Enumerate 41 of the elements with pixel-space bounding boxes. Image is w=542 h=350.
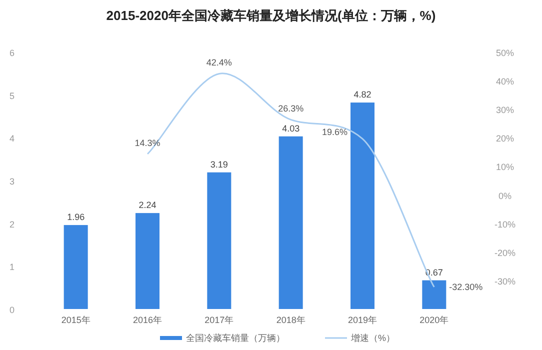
legend-label: 全国冷藏车销量（万辆） (186, 333, 285, 343)
data-label: 1.96 (67, 212, 85, 222)
bar (64, 225, 88, 309)
y2-tick-label: -20% (494, 248, 516, 258)
data-label: 4.82 (354, 90, 372, 100)
y-tick-label: 3 (9, 176, 15, 186)
y-tick-label: 1 (9, 262, 15, 272)
x-tick-label: 2016年 (132, 315, 162, 325)
data-label: -32.30% (449, 282, 483, 292)
y2-tick-label: -10% (494, 219, 516, 230)
bar (422, 280, 446, 309)
chart-title: 2015-2020年全国冷藏车销量及增长情况(单位：万辆，%) (106, 8, 436, 23)
y-tick-label: 6 (9, 48, 15, 58)
y-tick-label: 0 (9, 305, 15, 315)
y2-tick-label: 30% (496, 105, 514, 116)
data-label: 26.3% (278, 104, 304, 114)
y2-tick-label: 10% (496, 162, 514, 172)
bar (278, 136, 303, 309)
x-tick-label: 2018年 (276, 315, 306, 325)
x-tick-label: 2015年 (61, 315, 90, 325)
y2-tick-label: -30% (494, 276, 516, 286)
bar (136, 213, 160, 309)
x-tick-label: 2020年 (420, 315, 449, 325)
y-tick-label: 2 (9, 219, 15, 230)
y2-tick-label: 0% (498, 190, 512, 201)
y2-tick-label: 20% (496, 134, 514, 144)
data-label: 3.19 (210, 159, 228, 170)
data-label: 19.6% (322, 126, 348, 137)
data-label: 14.3% (134, 138, 160, 148)
y-tick-label: 4 (9, 134, 15, 144)
y2-tick-label: 40% (496, 76, 514, 87)
legend-label: 增速（%） (350, 333, 396, 343)
bar (350, 102, 374, 309)
data-label: 2.24 (138, 200, 156, 210)
x-tick-label: 2017年 (204, 315, 234, 325)
y-tick-label: 5 (9, 90, 15, 101)
data-label: 42.4% (206, 58, 232, 68)
y2-tick-label: 50% (496, 48, 514, 58)
data-label: 4.03 (282, 123, 300, 134)
x-tick-label: 2019年 (348, 315, 378, 325)
bar (207, 172, 232, 309)
